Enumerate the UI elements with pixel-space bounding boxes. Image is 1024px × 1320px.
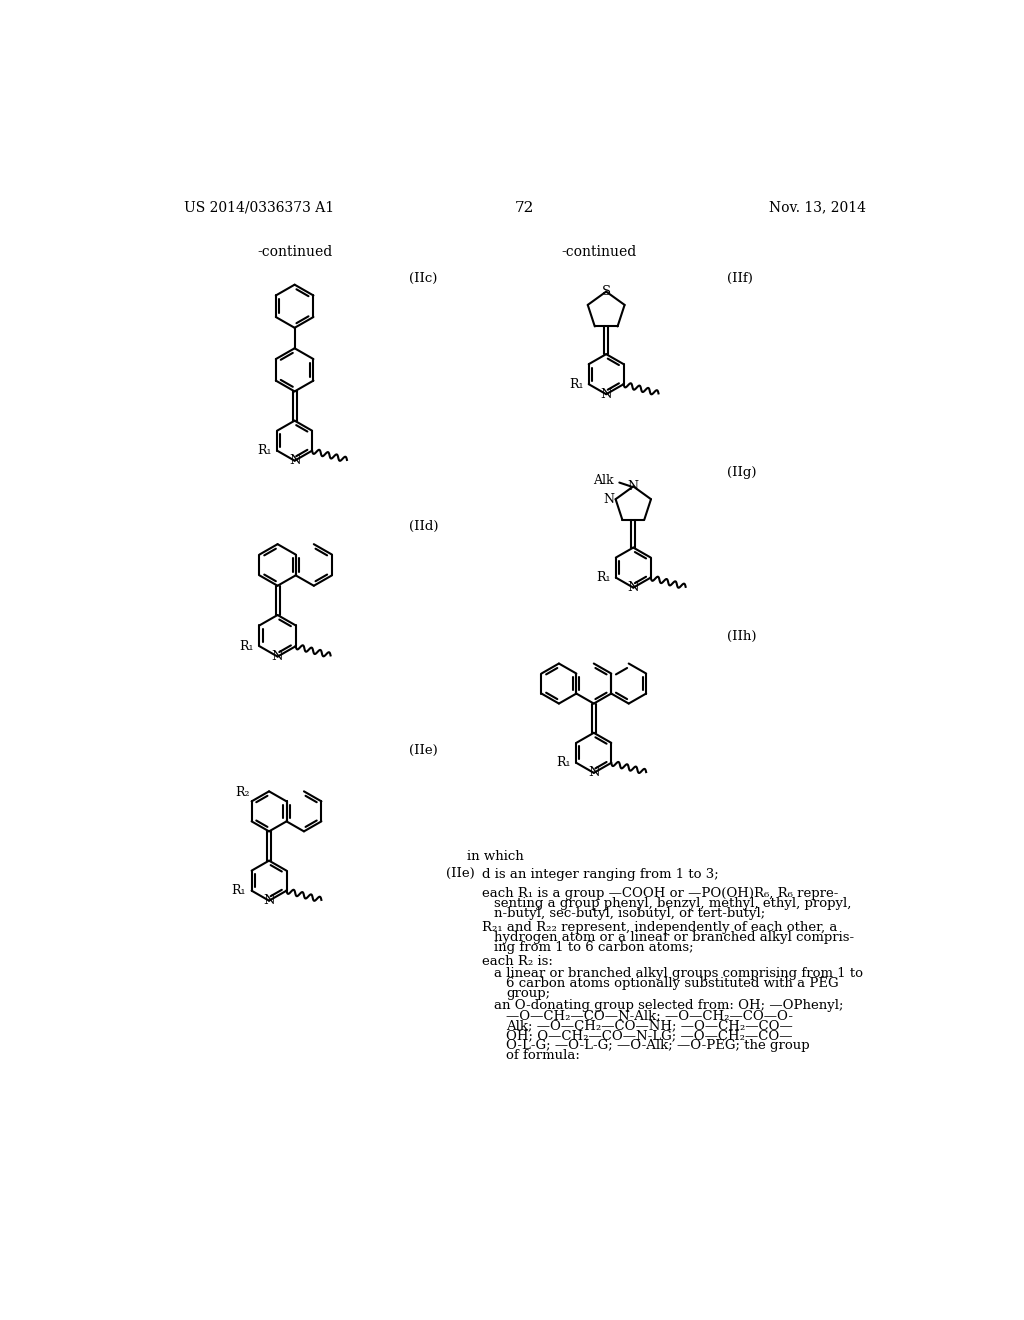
Text: R₁: R₁ [231, 884, 246, 898]
Text: d is an integer ranging from 1 to 3;: d is an integer ranging from 1 to 3; [482, 869, 719, 882]
Text: an O-donating group selected from: OH; —OPhenyl;: an O-donating group selected from: OH; —… [494, 999, 844, 1012]
Text: (IIc): (IIc) [410, 272, 437, 285]
Text: N: N [628, 480, 639, 492]
Text: R₂: R₂ [236, 785, 250, 799]
Text: each R₁ is a group —COOH or —PO(OH)R₆, R₆ repre-: each R₁ is a group —COOH or —PO(OH)R₆, R… [482, 887, 839, 900]
Text: N: N [263, 894, 274, 907]
Text: R₁: R₁ [596, 572, 610, 585]
Text: of formula:: of formula: [506, 1049, 580, 1063]
Text: each R₂ is:: each R₂ is: [482, 954, 553, 968]
Text: 72: 72 [515, 201, 535, 215]
Text: OH; O—CH₂—CO—N-LG; —O—CH₂—CO—: OH; O—CH₂—CO—N-LG; —O—CH₂—CO— [506, 1030, 793, 1043]
Text: a linear or branched alkyl groups comprising from 1 to: a linear or branched alkyl groups compri… [494, 966, 863, 979]
Text: hydrogen atom or a linear or branched alkyl compris-: hydrogen atom or a linear or branched al… [494, 931, 854, 944]
Text: group;: group; [506, 987, 550, 1001]
Text: n-butyl, sec-butyl, isobutyl, or tert-butyl;: n-butyl, sec-butyl, isobutyl, or tert-bu… [494, 907, 765, 920]
Text: Alk; —O—CH₂—CO—NH; —O—CH₂—CO—: Alk; —O—CH₂—CO—NH; —O—CH₂—CO— [506, 1019, 793, 1032]
Text: in which: in which [467, 850, 524, 863]
Text: R₂₁ and R₂₂ represent, independently of each other, a: R₂₁ and R₂₂ represent, independently of … [482, 921, 838, 933]
Text: Alk: Alk [593, 474, 614, 487]
Text: Nov. 13, 2014: Nov. 13, 2014 [769, 201, 866, 215]
Text: (IIf): (IIf) [727, 272, 753, 285]
Text: (IIg): (IIg) [727, 466, 757, 479]
Text: N: N [600, 388, 612, 401]
Text: N: N [588, 767, 600, 779]
Text: N: N [603, 492, 614, 506]
Text: (IIh): (IIh) [727, 630, 757, 643]
Text: R₁: R₁ [556, 756, 571, 770]
Text: -continued: -continued [257, 246, 332, 260]
Text: 6 carbon atoms optionally substituted with a PEG: 6 carbon atoms optionally substituted wi… [506, 977, 839, 990]
Text: senting a group phenyl, benzyl, methyl, ethyl, propyl,: senting a group phenyl, benzyl, methyl, … [494, 896, 851, 909]
Text: -continued: -continued [561, 246, 637, 260]
Text: (IId): (IId) [410, 520, 439, 533]
Text: S: S [602, 285, 610, 298]
Text: N: N [628, 581, 639, 594]
Text: N: N [289, 454, 300, 467]
Text: US 2014/0336373 A1: US 2014/0336373 A1 [183, 201, 334, 215]
Text: (IIe): (IIe) [410, 743, 438, 756]
Text: R₁: R₁ [568, 378, 584, 391]
Text: —O—CH₂—CO—N-Alk; —O—CH₂—CO—O-: —O—CH₂—CO—N-Alk; —O—CH₂—CO—O- [506, 1010, 794, 1022]
Text: O-L-G; —O-L-G; —O-Alk; —O-PEG; the group: O-L-G; —O-L-G; —O-Alk; —O-PEG; the group [506, 1039, 810, 1052]
Text: N: N [271, 649, 284, 663]
Text: R₁: R₁ [257, 445, 271, 457]
Text: R₁: R₁ [240, 640, 254, 652]
Text: (IIe): (IIe) [445, 867, 474, 880]
Text: ing from 1 to 6 carbon atoms;: ing from 1 to 6 carbon atoms; [494, 941, 693, 954]
